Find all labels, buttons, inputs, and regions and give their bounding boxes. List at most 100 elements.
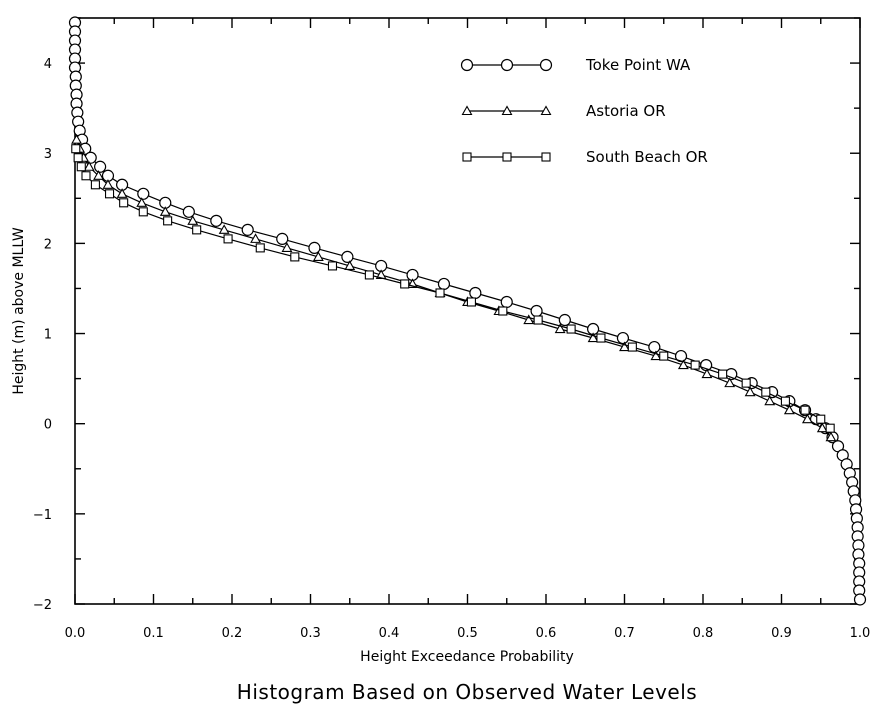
data-point-south-beach-or <box>327 261 338 271</box>
data-point-astoria-or <box>281 242 293 252</box>
data-point-south-beach-or <box>690 360 700 370</box>
data-point-south-beach-or <box>81 171 91 181</box>
x-tick-label: 0.8 <box>693 626 714 641</box>
data-point-astoria-or <box>187 215 199 225</box>
legend-item-south-beach-or: South Beach OR <box>462 148 708 166</box>
axis-ticks <box>74 17 861 605</box>
data-point-astoria-or <box>159 206 171 216</box>
legend-marker <box>500 58 514 72</box>
data-point-astoria-or <box>83 161 95 171</box>
data-point-toke-point-wa <box>182 205 195 218</box>
data-point-astoria-or <box>619 341 630 352</box>
x-tick-label: 0.3 <box>300 626 321 641</box>
data-point-astoria-or <box>677 359 689 370</box>
y-tick-label: −1 <box>33 508 52 523</box>
data-point-south-beach-or <box>596 333 606 343</box>
legend-item-toke-point-wa: Toke Point WA <box>460 56 691 74</box>
legend-item-astoria-or: Astoria OR <box>461 102 666 120</box>
legend-marker <box>501 105 513 116</box>
series-line-south-beach-or <box>75 148 831 429</box>
y-axis-label: Height (m) above MLLW <box>11 227 27 395</box>
legend-label: South Beach OR <box>586 148 708 166</box>
data-point-south-beach-or <box>741 378 751 388</box>
x-axis-label: Height Exceedance Probability <box>360 649 574 665</box>
data-point-toke-point-wa <box>137 187 150 200</box>
chart-caption: Histogram Based on Observed Water Levels <box>237 680 697 704</box>
data-point-south-beach-or <box>71 144 81 154</box>
legend-marker <box>539 58 553 72</box>
data-point-south-beach-or <box>192 225 202 235</box>
legend-label: Toke Point WA <box>585 56 691 74</box>
data-point-astoria-or <box>816 422 828 433</box>
data-point-astoria-or <box>825 431 837 442</box>
x-tick-label: 0.2 <box>222 626 243 641</box>
data-point-astoria-or <box>701 368 713 379</box>
data-point-south-beach-or <box>659 351 669 361</box>
data-point-toke-point-wa <box>558 313 571 327</box>
data-point-toke-point-wa <box>469 286 482 300</box>
legend-marker <box>461 105 473 116</box>
data-point-toke-point-wa <box>210 214 223 227</box>
data-point-south-beach-or <box>163 216 173 226</box>
data-point-astoria-or <box>764 395 776 406</box>
data-point-toke-point-wa <box>94 160 107 173</box>
data-point-astoria-or <box>744 386 756 397</box>
data-point-south-beach-or <box>533 315 543 325</box>
data-point-toke-point-wa <box>308 241 321 254</box>
x-tick-label: 0.1 <box>143 626 164 641</box>
data-point-south-beach-or <box>119 198 129 208</box>
data-point-south-beach-or <box>466 297 476 307</box>
x-tick-labels: 0.0 0.1 0.2 0.3 0.4 0.5 0.6 0.7 0.8 0.9 1.0 <box>65 626 871 641</box>
x-tick-label: 1.0 <box>850 626 871 641</box>
series-south-beach-or <box>71 144 835 433</box>
legend-label: Astoria OR <box>586 102 666 120</box>
data-point-south-beach-or <box>566 324 576 334</box>
data-point-south-beach-or <box>104 189 115 199</box>
y-tick-label: −2 <box>33 598 52 613</box>
data-point-south-beach-or <box>73 153 83 163</box>
data-point-south-beach-or <box>76 162 86 172</box>
data-point-south-beach-or <box>718 369 728 379</box>
data-point-astoria-or <box>724 377 736 388</box>
y-tick-label: 3 <box>44 147 52 162</box>
series-line-astoria-or <box>76 139 832 438</box>
data-point-south-beach-or <box>825 423 835 433</box>
data-point-south-beach-or <box>138 207 148 217</box>
data-point-toke-point-wa <box>276 232 289 245</box>
data-point-astoria-or <box>116 188 128 198</box>
data-point-south-beach-or <box>780 396 790 406</box>
plot-frame <box>74 17 861 605</box>
data-point-south-beach-or <box>627 342 637 352</box>
data-point-south-beach-or <box>800 405 810 415</box>
data-point-astoria-or <box>218 224 230 234</box>
data-point-south-beach-or <box>400 279 410 289</box>
data-point-toke-point-wa <box>616 331 630 345</box>
x-tick-label: 0.9 <box>771 626 792 641</box>
data-point-south-beach-or <box>761 387 771 397</box>
data-point-toke-point-wa <box>500 295 513 309</box>
data-point-astoria-or <box>801 413 813 424</box>
data-point-astoria-or <box>650 350 662 361</box>
y-tick-label: 2 <box>44 237 52 252</box>
data-point-astoria-or <box>554 323 566 334</box>
x-tick-label: 0.4 <box>379 626 400 641</box>
data-point-south-beach-or <box>435 288 445 298</box>
data-point-toke-point-wa <box>648 340 661 354</box>
legend-marker <box>462 152 472 162</box>
data-point-astoria-or <box>587 332 599 343</box>
data-point-toke-point-wa <box>241 223 254 236</box>
x-tick-label: 0.5 <box>457 626 478 641</box>
x-tick-label: 0.6 <box>536 626 557 641</box>
y-tick-label: 0 <box>44 418 52 433</box>
data-point-toke-point-wa <box>530 304 543 318</box>
x-tick-label: 0.7 <box>614 626 635 641</box>
data-point-south-beach-or <box>255 243 265 253</box>
y-tick-labels: −2 −1 0 1 2 3 4 <box>33 57 52 613</box>
data-point-astoria-or <box>783 404 795 415</box>
data-point-south-beach-or <box>290 252 300 262</box>
data-point-astoria-or <box>523 314 535 325</box>
legend-marker <box>541 152 551 162</box>
data-point-south-beach-or <box>223 234 233 244</box>
data-point-south-beach-or <box>90 180 100 190</box>
